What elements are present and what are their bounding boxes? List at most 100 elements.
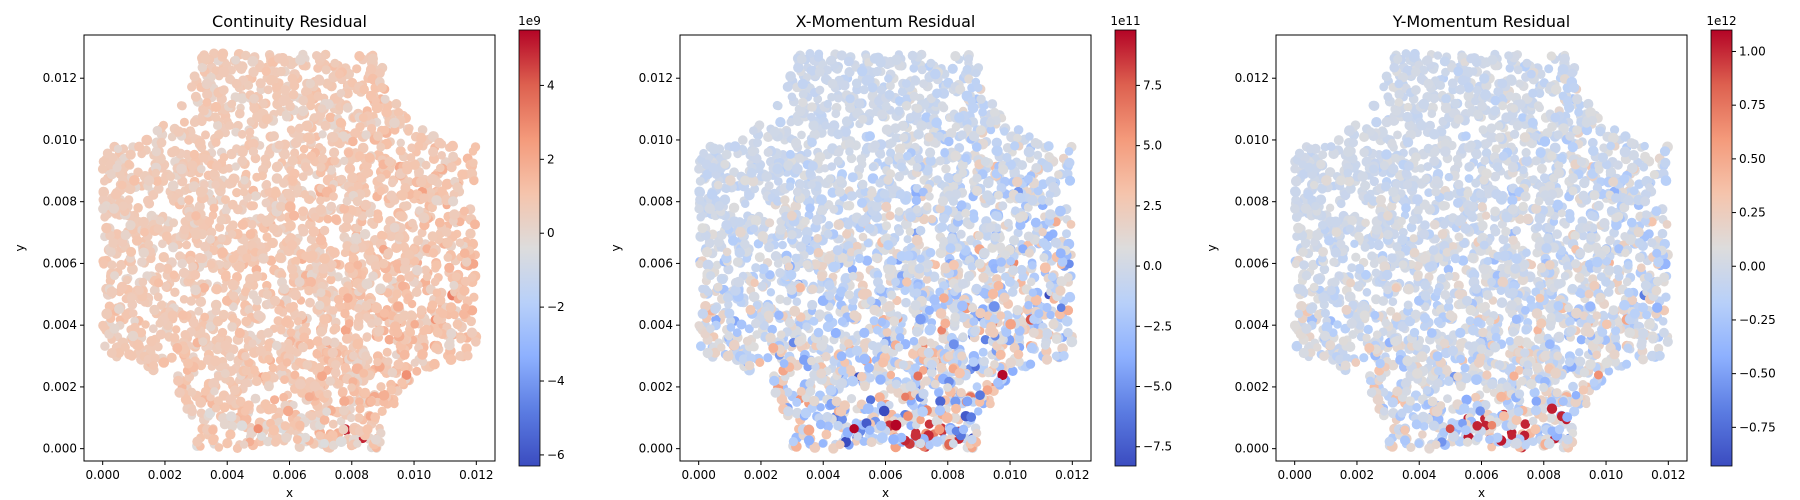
scatter-point	[846, 153, 857, 164]
scatter-point	[402, 201, 412, 211]
scatter-point	[895, 227, 904, 236]
scatter-point	[987, 242, 998, 253]
scatter-point	[397, 189, 408, 201]
scatter-point	[954, 143, 965, 153]
scatter-point	[381, 106, 392, 118]
scatter-point	[361, 278, 373, 290]
scatter-point	[940, 148, 949, 158]
scatter-point	[894, 143, 906, 155]
scatter-point	[106, 286, 118, 298]
scatter-point	[921, 376, 931, 386]
scatter-point	[894, 106, 904, 116]
scatter-point	[110, 271, 120, 281]
scatter-point	[329, 192, 338, 201]
scatter-point	[141, 134, 153, 146]
scatter-point	[208, 425, 218, 435]
scatter-point	[286, 125, 296, 135]
scatter-point	[251, 376, 262, 387]
scatter-point	[329, 247, 340, 258]
scatter-point	[836, 286, 847, 298]
scatter-point	[876, 149, 886, 159]
scatter-point	[399, 349, 410, 360]
scatter-point	[386, 385, 397, 395]
scatter-point	[967, 262, 977, 271]
scatter-point	[466, 327, 478, 338]
scatter-point	[362, 313, 371, 322]
scatter-point	[827, 162, 837, 171]
scatter-point	[135, 286, 144, 295]
scatter-point	[457, 169, 468, 180]
scatter-point	[316, 326, 327, 337]
scatter-point	[200, 387, 210, 396]
scatter-point	[833, 420, 843, 431]
scatter-point	[213, 396, 223, 406]
scatter-point	[427, 231, 438, 242]
scatter-point	[396, 274, 406, 284]
scatter-point	[459, 248, 470, 258]
scatter-point	[823, 253, 835, 265]
scatter-point	[297, 105, 309, 117]
scatter-point	[467, 273, 477, 282]
scatter-point	[825, 291, 835, 301]
scatter-point	[708, 162, 718, 173]
scatter-point	[786, 269, 797, 281]
scatter-point	[315, 431, 325, 440]
scatter-point	[120, 342, 130, 352]
scatter-point	[1050, 237, 1061, 248]
scatter-point	[106, 247, 116, 257]
scatter-point	[370, 434, 381, 445]
scatter-point	[909, 63, 919, 73]
scatter-point	[312, 51, 322, 61]
scatter-point	[231, 55, 241, 65]
scatter-point	[409, 159, 421, 170]
scatter-point	[949, 303, 960, 314]
scatter-point	[1013, 125, 1024, 135]
scatter-point	[236, 420, 248, 432]
scatter-point	[126, 263, 138, 275]
scatter-point	[434, 137, 445, 149]
scatter-point	[859, 353, 870, 365]
scatter-point	[428, 146, 439, 157]
scatter-point	[875, 374, 886, 385]
scatter-point	[783, 160, 794, 171]
scatter-point	[720, 159, 730, 169]
scatter-point	[982, 190, 993, 201]
scatter-point	[389, 222, 400, 233]
scatter-point	[774, 310, 784, 320]
scatter-point	[815, 419, 826, 430]
scatter-point	[177, 258, 187, 269]
scatter-point	[277, 325, 286, 335]
scatter-point	[864, 363, 874, 373]
scatter-point	[919, 79, 929, 89]
scatter-point	[217, 234, 226, 243]
scatter-point	[217, 327, 228, 338]
scatter-point	[263, 328, 274, 338]
scatter-point	[251, 271, 263, 282]
scatter-point	[1042, 302, 1052, 313]
scatter-point	[354, 413, 364, 423]
scatter-point	[848, 302, 858, 312]
scatter-point	[326, 275, 336, 285]
scatter-point	[130, 322, 140, 333]
colorbar-tick-label: 4	[547, 78, 555, 92]
scatter-point	[315, 300, 325, 310]
scatter-point	[161, 231, 172, 242]
scatter-point	[179, 117, 189, 127]
scatter-point	[753, 239, 764, 249]
scatter-point	[729, 339, 740, 351]
scatter-point	[1045, 281, 1055, 290]
scatter-point	[241, 50, 251, 61]
scatter-point	[263, 85, 273, 95]
scatter-point	[397, 378, 407, 388]
scatter-point	[298, 95, 309, 106]
scatter-point	[222, 438, 232, 449]
scatter-point	[876, 85, 886, 95]
scatter-point	[268, 424, 280, 436]
scatter-point	[208, 435, 218, 446]
scatter-point	[338, 424, 349, 435]
scatter-point	[767, 324, 777, 335]
scatter-point	[365, 208, 375, 218]
scatter-point	[452, 319, 463, 330]
scatter-point	[294, 378, 306, 390]
